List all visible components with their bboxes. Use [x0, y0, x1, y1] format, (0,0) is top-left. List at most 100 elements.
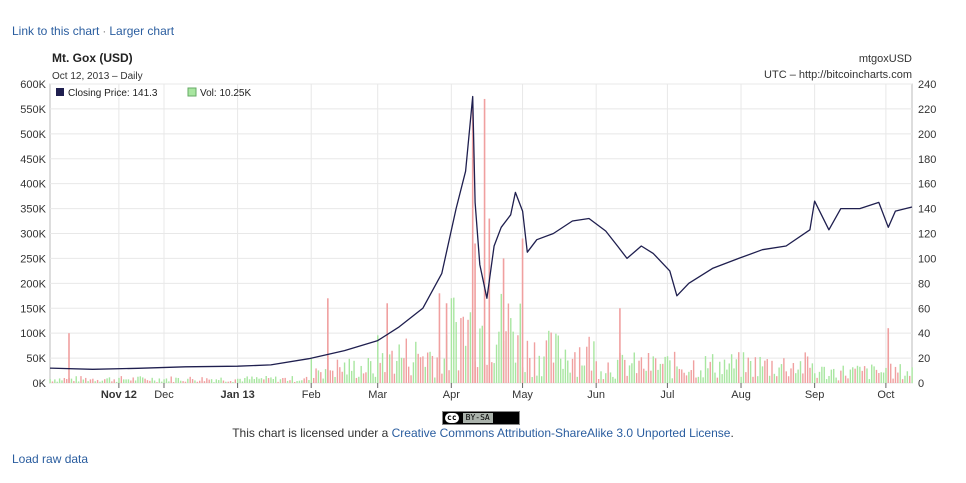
volume-bar [355, 377, 358, 383]
volume-bar [626, 375, 628, 383]
volume-bar [130, 380, 132, 383]
legend-volume-label: Vol: 10.25K [200, 88, 251, 99]
volume-bar [87, 381, 89, 383]
volume-bar [334, 376, 336, 383]
volume-bar [234, 379, 237, 383]
volume-bar [422, 356, 424, 383]
volume-bar [113, 379, 115, 383]
volume-bar [859, 366, 861, 383]
volume-bar [248, 379, 251, 383]
cc-license-badge[interactable]: cc BY-SA [442, 411, 520, 425]
volume-bar [146, 380, 149, 383]
volume-bar [673, 351, 676, 383]
volume-bar [289, 380, 291, 383]
volume-tick-label: 150K [20, 303, 46, 315]
volume-bar [353, 360, 355, 383]
volume-bar [512, 331, 514, 383]
volume-bar [374, 376, 377, 383]
chart-symbol: mtgoxUSD [859, 53, 912, 65]
volume-bar [467, 319, 469, 383]
x-tick-label: Apr [443, 389, 460, 401]
volume-bar [222, 380, 225, 383]
volume-tick-label: 500K [20, 129, 46, 141]
volume-spike-bar [471, 103, 474, 383]
volume-bar [208, 379, 210, 383]
volume-bar [899, 364, 901, 383]
volume-bar [96, 379, 99, 383]
volume-bar [464, 345, 467, 383]
volume-bar [263, 379, 265, 383]
volume-bar [659, 363, 662, 383]
load-raw-data-link[interactable]: Load raw data [12, 452, 89, 466]
volume-bar [526, 340, 529, 383]
legend-volume-swatch [187, 87, 197, 97]
volume-bar [194, 380, 196, 383]
volume-bar [697, 376, 700, 383]
x-tick-label: Mar [368, 389, 387, 401]
volume-bar [657, 369, 659, 383]
link-to-chart-link[interactable]: Link to this chart [12, 24, 100, 38]
volume-bar [331, 370, 334, 383]
volume-bar [358, 376, 360, 383]
volume-bar [239, 378, 241, 383]
volume-bar [270, 377, 272, 383]
volume-bar [669, 360, 671, 383]
volume-bar [692, 360, 695, 383]
volume-bar [571, 358, 574, 383]
volume-bar [647, 353, 650, 383]
price-tick-label: 160 [918, 179, 936, 191]
volume-bar [776, 376, 778, 383]
volume-bar [251, 376, 253, 383]
volume-bar [441, 373, 443, 383]
volume-bar [189, 376, 191, 383]
volume-bar [688, 371, 690, 383]
volume-bar [66, 379, 68, 383]
volume-bar [844, 375, 847, 383]
volume-bar [379, 362, 381, 383]
volume-bar [417, 353, 419, 383]
volume-bar [301, 380, 303, 383]
price-tick-label: 100 [918, 253, 936, 265]
volume-bars [49, 98, 913, 383]
volume-spike-bar [68, 333, 70, 383]
volume-bar [678, 368, 681, 383]
volume-bar [785, 371, 787, 383]
volume-bar [595, 361, 597, 383]
volume-bar [312, 377, 315, 383]
volume-bar [548, 330, 550, 383]
larger-chart-link[interactable]: Larger chart [109, 24, 175, 38]
price-tick-label: 0 [918, 378, 924, 390]
volume-bar [911, 367, 913, 383]
volume-bar [873, 366, 875, 383]
volume-bar [590, 370, 593, 383]
volume-bar [795, 373, 797, 383]
volume-bar [747, 357, 749, 383]
volume-spike-bar [438, 293, 441, 383]
volume-bar [56, 381, 58, 383]
license-link[interactable]: Creative Commons Attribution-ShareAlike … [391, 426, 731, 440]
closing-price-line [49, 95, 913, 370]
volume-bar [286, 380, 289, 383]
volume-bar [415, 341, 417, 383]
volume-bar [412, 362, 415, 383]
volume-bar [633, 352, 635, 383]
volume-bar [555, 333, 557, 383]
volume-bar [341, 371, 343, 383]
volume-bar [460, 318, 462, 383]
volume-bar [498, 331, 500, 383]
volume-bar [612, 376, 614, 383]
volume-bar [367, 357, 370, 383]
volume-bar [529, 357, 531, 383]
volume-bar [593, 341, 595, 383]
volume-bar [346, 374, 348, 383]
volume-bar [457, 370, 460, 383]
volume-tick-label: 250K [20, 253, 46, 265]
volume-bar [393, 373, 396, 383]
volume-bar [151, 377, 153, 383]
price-tick-label: 240 [918, 79, 936, 91]
volume-bar [909, 375, 911, 383]
volume-bar [652, 356, 654, 383]
price-tick-label: 180 [918, 154, 936, 166]
volume-bar [574, 352, 576, 383]
volume-bar [476, 367, 479, 383]
